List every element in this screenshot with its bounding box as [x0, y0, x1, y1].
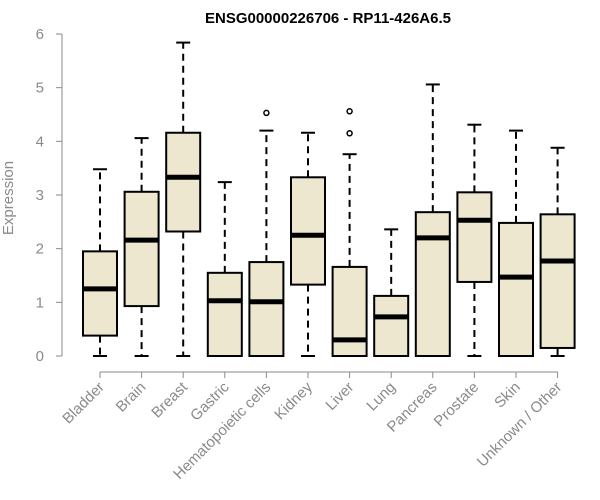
iqr-box: [456, 191, 493, 283]
y-tick-label: 5: [36, 80, 44, 97]
iqr-box: [331, 265, 368, 357]
x-tick-label: Prostate: [431, 379, 483, 431]
y-tick-label: 3: [36, 187, 44, 204]
y-axis: 0 1 2 3 4 5 6: [36, 26, 63, 365]
outlier-point: [346, 130, 353, 137]
y-tick-label: 2: [36, 241, 44, 258]
iqr-box: [373, 294, 410, 358]
x-tick-label: Bladder: [59, 379, 108, 428]
y-tick-label: 0: [36, 348, 44, 365]
iqr-box: [206, 271, 243, 358]
y-tick-label: 6: [36, 26, 44, 43]
x-tick-label: Brain: [113, 379, 150, 416]
x-tick-label: Skin: [491, 379, 524, 412]
box-pancreas: [414, 83, 451, 357]
x-tick-label: Breast: [148, 378, 191, 421]
box-prostate: [456, 123, 493, 357]
chart-title: ENSG00000226706 - RP11-426A6.5: [205, 10, 451, 27]
box-liver: [331, 108, 368, 357]
y-tick-label: 1: [36, 294, 44, 311]
box-series: [82, 41, 576, 358]
iqr-box: [539, 213, 576, 349]
iqr-box: [498, 221, 534, 357]
iqr-box: [290, 176, 326, 286]
box-brain: [123, 137, 160, 357]
iqr-box: [414, 211, 451, 357]
x-tick-label: Kidney: [271, 378, 316, 423]
y-axis-label: Expression: [0, 161, 17, 235]
box-unknown-other: [539, 146, 576, 357]
box-kidney: [290, 131, 326, 357]
box-gastric: [206, 181, 243, 358]
iqr-box: [123, 190, 160, 308]
outlier-point: [346, 108, 353, 115]
outlier-point: [263, 109, 270, 117]
x-tick-label: Liver: [322, 379, 357, 414]
iqr-box: [248, 261, 285, 358]
box-lung: [373, 228, 410, 358]
y-tick-label: 4: [36, 133, 44, 150]
iqr-box: [165, 131, 202, 233]
box-bladder: [82, 168, 118, 357]
box-skin: [498, 129, 534, 357]
iqr-box: [82, 250, 118, 337]
x-tick-label: Lung: [363, 379, 399, 415]
box-hematopoietic-cells: [248, 109, 285, 358]
box-breast: [165, 41, 202, 357]
